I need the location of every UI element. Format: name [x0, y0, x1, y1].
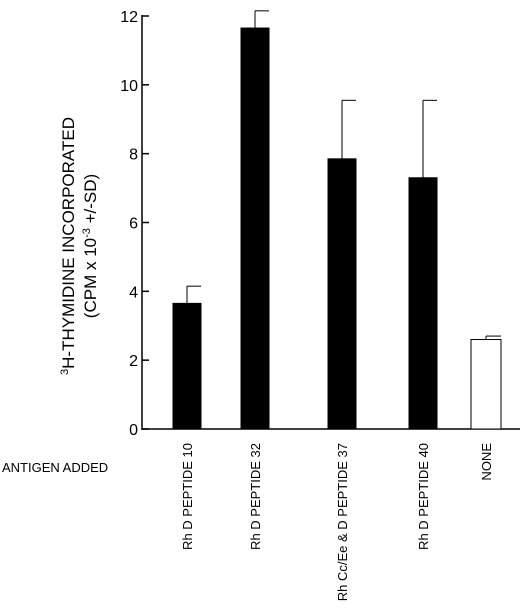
category-label: Rh D PEPTIDE 32 — [248, 443, 263, 550]
x-axis-label: ANTIGEN ADDED — [2, 460, 108, 475]
category-labels: Rh D PEPTIDE 10 Rh D PEPTIDE 32 Rh Cc/Ee &… — [180, 443, 494, 602]
y-tick-label: 4 — [129, 284, 138, 301]
y-tick-label: 2 — [129, 353, 138, 370]
bar — [172, 302, 202, 430]
y-ticks: 0 2 4 6 8 10 12 — [120, 9, 149, 439]
bar — [408, 177, 438, 430]
bar — [470, 339, 502, 430]
bar — [240, 27, 270, 430]
category-label: Rh D PEPTIDE 40 — [416, 443, 431, 550]
y-tick-label: 8 — [129, 147, 138, 164]
y-tick-label: 0 — [129, 422, 138, 439]
category-label: Rh Cc/Ee & D PEPTIDE 37 — [335, 443, 350, 601]
bars — [172, 10, 502, 430]
y-axis-label-line2: (CPM x 10-3 +/-SD) — [81, 174, 100, 318]
category-label: NONE — [479, 443, 494, 481]
bar — [327, 158, 357, 430]
y-axis-label: 3H-THYMIDINE INCORPORATED (CPM x 10-3 +/… — [59, 117, 100, 375]
y-axis-label-line1: 3H-THYMIDINE INCORPORATED — [59, 117, 78, 375]
category-label: Rh D PEPTIDE 10 — [180, 443, 195, 550]
y-tick-label: 10 — [120, 78, 138, 95]
y-tick-label: 6 — [129, 216, 138, 233]
y-tick-label: 12 — [120, 9, 138, 26]
